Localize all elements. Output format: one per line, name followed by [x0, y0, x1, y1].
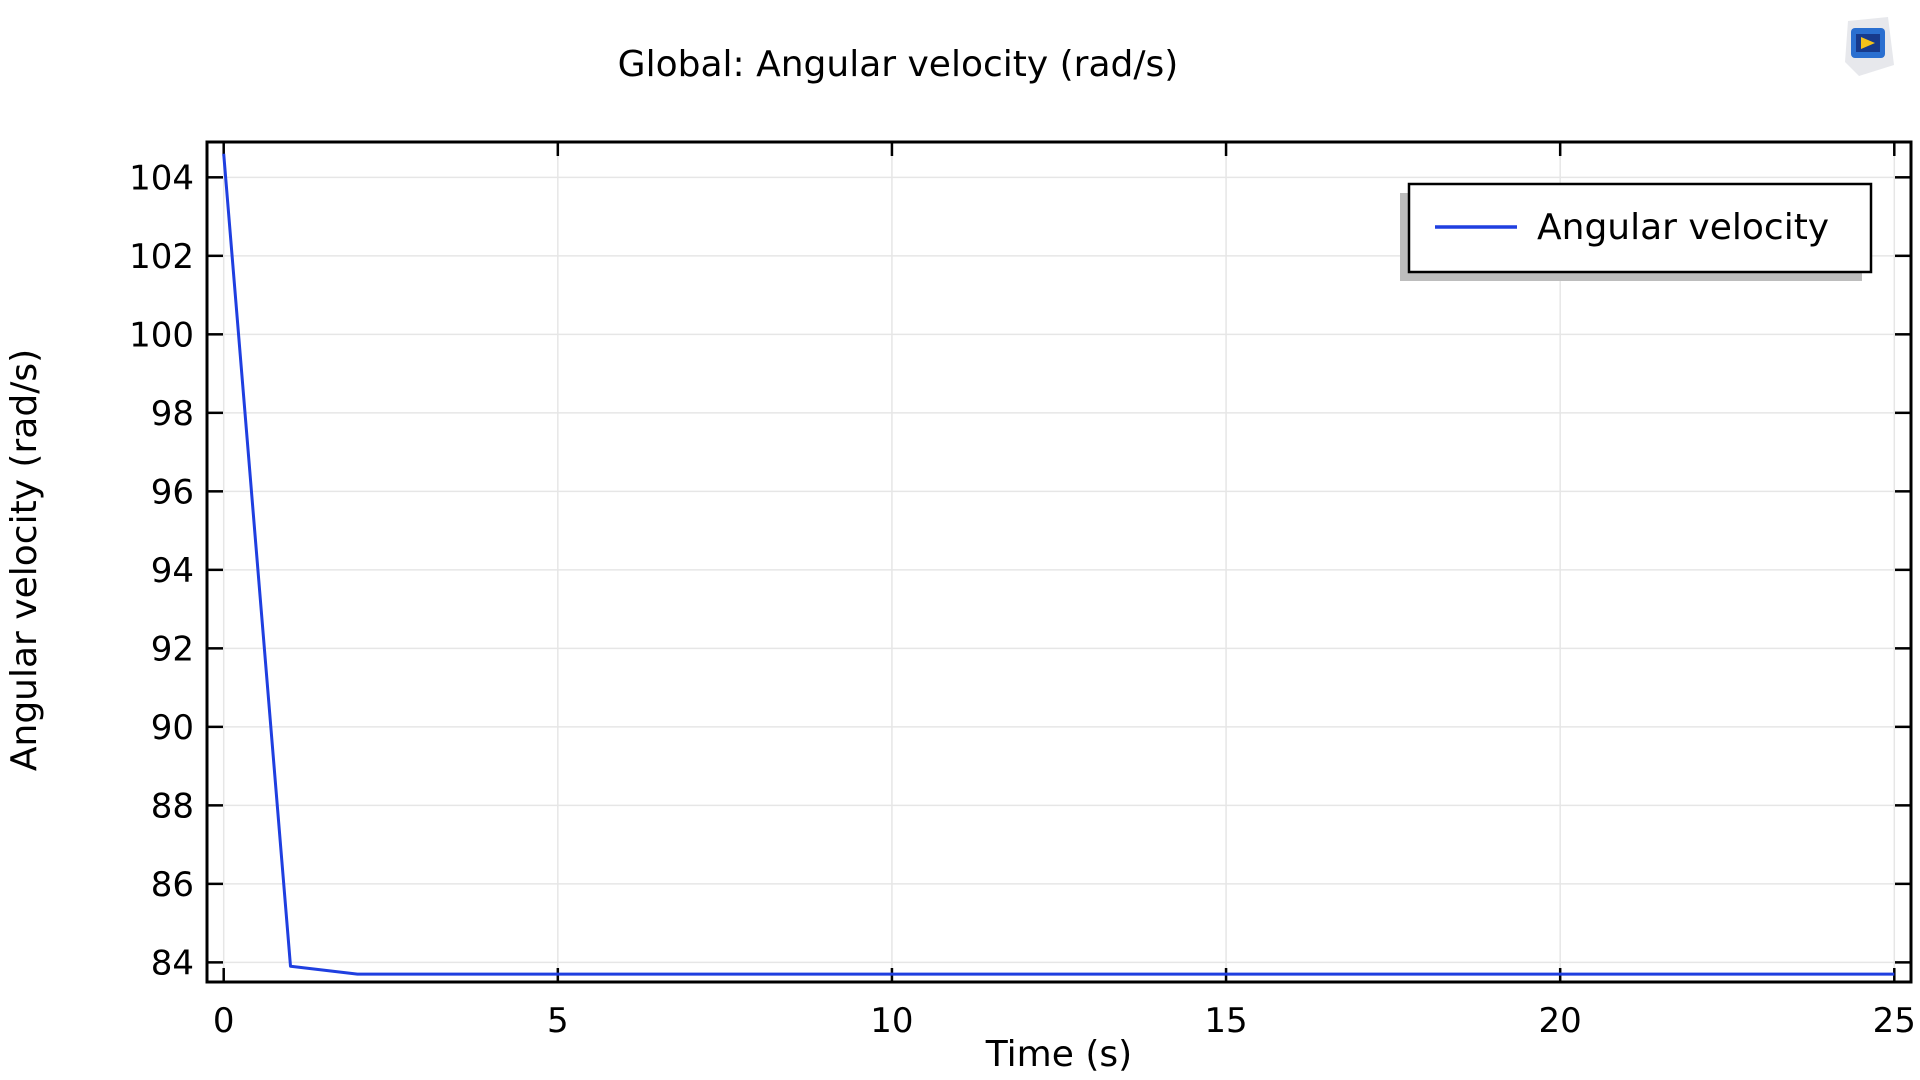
y-axis-tick-labels: 84 86 88 90 92 94 96 98 100 102 104 [129, 158, 194, 983]
series-line-angular-velocity [222, 153, 1895, 976]
y-tick-label: 98 [151, 394, 194, 434]
legend: Angular velocity [1400, 182, 1873, 281]
y-tick-label: 92 [151, 629, 194, 669]
y-tick-label: 90 [151, 708, 194, 748]
chart-title: Global: Angular velocity (rad/s) [618, 44, 1179, 85]
y-tick-label: 102 [129, 237, 194, 277]
y-tick-label: 84 [151, 943, 194, 983]
grid [207, 142, 1911, 982]
x-tick-label: 5 [547, 1001, 569, 1041]
y-tick-label: 88 [151, 786, 194, 826]
y-tick-label: 96 [151, 472, 194, 512]
x-tick-label: 0 [213, 1001, 235, 1041]
y-tick-label: 104 [129, 158, 194, 198]
y-tick-label: 100 [129, 315, 194, 355]
x-tick-label: 10 [870, 1001, 913, 1041]
app-logo-icon [1845, 17, 1894, 76]
x-axis-tick-labels: 0 5 10 15 20 25 [213, 1001, 1916, 1041]
y-axis-title: Angular velocity (rad/s) [4, 349, 45, 771]
legend-entry-angular-velocity: Angular velocity [1537, 207, 1829, 248]
x-tick-label: 25 [1873, 1001, 1916, 1041]
y-tick-label: 86 [151, 865, 194, 905]
x-tick-label: 15 [1204, 1001, 1247, 1041]
y-tick-label: 94 [151, 551, 194, 591]
series-layer [222, 153, 1895, 976]
x-tick-label: 20 [1539, 1001, 1582, 1041]
x-axis-title: Time (s) [985, 1034, 1132, 1075]
plot-area-frame [205, 140, 1913, 984]
axis-ticks [207, 142, 1911, 982]
